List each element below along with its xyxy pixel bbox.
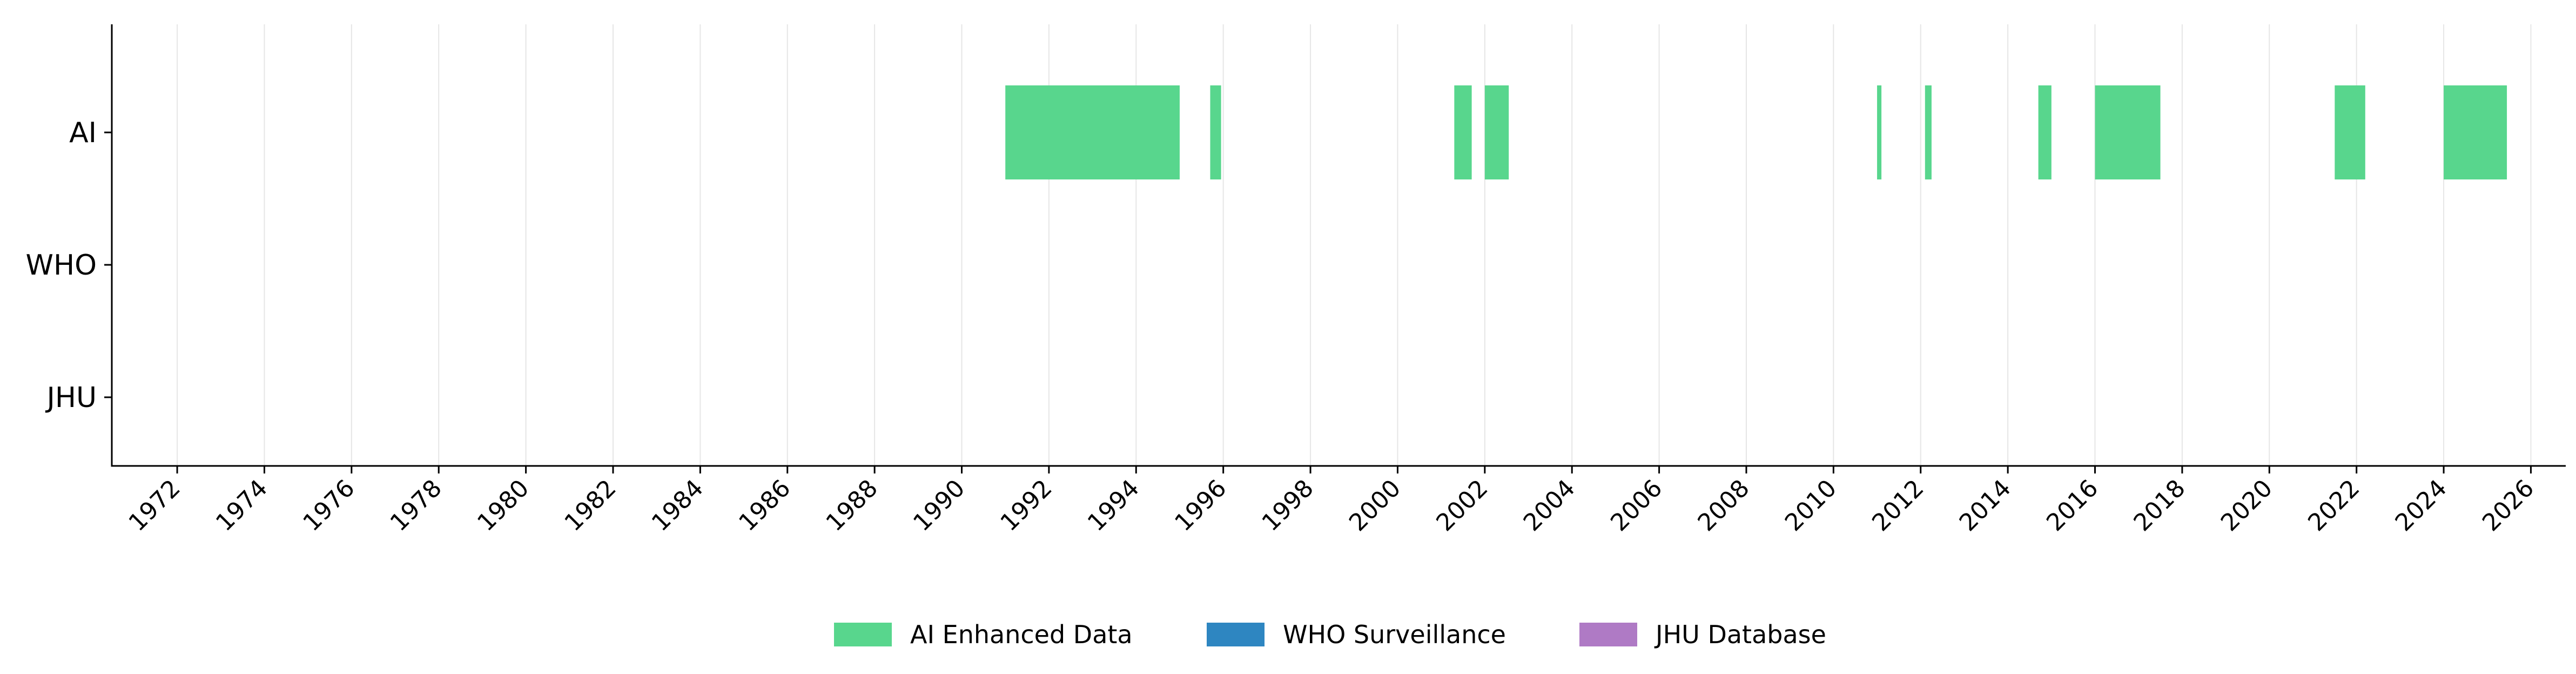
x-tick-label: 2002 [1431, 475, 1493, 537]
row-label-ai: AI [69, 117, 97, 149]
bars [1005, 85, 2507, 179]
bar-ai-0 [1005, 85, 1180, 179]
x-tick-label: 1988 [821, 475, 883, 537]
x-tick-label: 2024 [2390, 475, 2452, 537]
legend-label-who: WHO Surveillance [1283, 620, 1506, 649]
x-tick-label: 1992 [995, 475, 1057, 537]
x-tick-label: 1976 [298, 475, 360, 537]
row-labels: AI WHO JHU [26, 117, 112, 414]
x-tick-label: 2016 [2041, 475, 2103, 537]
row-label-jhu: JHU [45, 382, 97, 414]
bar-ai-7 [2095, 85, 2161, 179]
x-tick-label: 1994 [1082, 475, 1145, 537]
bar-ai-2 [1454, 85, 1472, 179]
x-tick-label: 1978 [385, 475, 447, 537]
x-tick-label: 1986 [734, 475, 796, 537]
bar-ai-8 [2335, 85, 2365, 179]
x-tick-label: 2010 [1780, 475, 1842, 537]
bar-ai-6 [2038, 85, 2052, 179]
legend-label-jhu: JHU Database [1654, 620, 1826, 649]
bar-ai-1 [1210, 85, 1221, 179]
legend-label-ai: AI Enhanced Data [910, 620, 1133, 649]
bar-ai-3 [1484, 85, 1509, 179]
legend-swatch-who [1207, 623, 1265, 646]
x-tick-label: 2018 [2128, 475, 2190, 537]
x-tick-label: 2012 [1867, 475, 1929, 537]
bar-ai-5 [1925, 85, 1932, 179]
x-tick-label: 2022 [2303, 475, 2365, 537]
x-tick-label: 2026 [2477, 475, 2539, 537]
x-tick-label: 1998 [1257, 475, 1319, 537]
x-tick-label: 1996 [1169, 475, 1232, 537]
x-tick-label: 1990 [908, 475, 970, 537]
x-tick-label: 2014 [1954, 475, 2016, 537]
x-tick-label: 2004 [1518, 475, 1580, 537]
row-label-who: WHO [26, 249, 97, 282]
x-tick-labels: 1972 1974 1976 1978 1980 1982 1984 1986 1988 1990… [124, 466, 2539, 537]
x-tick-label: 2000 [1344, 475, 1406, 537]
x-tick-label: 1980 [472, 475, 534, 537]
x-tick-label: 2006 [1605, 475, 1667, 537]
x-tick-label: 1974 [211, 475, 273, 537]
legend-swatch-jhu [1579, 623, 1637, 646]
bar-ai-9 [2444, 85, 2507, 179]
legend: AI Enhanced Data WHO Surveillance JHU Data… [834, 620, 1826, 649]
grid-lines [177, 24, 2532, 466]
x-tick-label: 1984 [647, 475, 709, 537]
x-tick-label: 1972 [124, 475, 186, 537]
bar-ai-4 [1877, 85, 1882, 179]
legend-swatch-ai [834, 623, 892, 646]
x-tick-label: 2020 [2216, 475, 2278, 537]
x-tick-label: 1982 [559, 475, 621, 537]
x-tick-label: 2008 [1693, 475, 1755, 537]
